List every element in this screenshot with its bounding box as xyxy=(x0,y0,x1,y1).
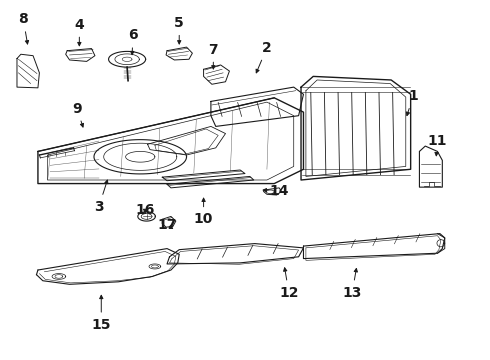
Text: 14: 14 xyxy=(263,184,289,198)
Text: 15: 15 xyxy=(92,295,111,332)
Text: 13: 13 xyxy=(343,269,362,300)
Text: 6: 6 xyxy=(128,28,138,55)
Text: 3: 3 xyxy=(94,180,108,214)
Text: 8: 8 xyxy=(19,12,28,44)
Text: 1: 1 xyxy=(406,89,418,116)
Text: 11: 11 xyxy=(428,134,447,156)
Text: 9: 9 xyxy=(72,102,83,127)
Text: 7: 7 xyxy=(209,42,218,69)
Text: 5: 5 xyxy=(174,16,184,44)
Text: 12: 12 xyxy=(279,268,298,300)
Text: 16: 16 xyxy=(135,203,155,217)
Text: 4: 4 xyxy=(74,18,84,46)
Text: 2: 2 xyxy=(256,41,272,73)
Text: 17: 17 xyxy=(157,218,177,231)
Text: 10: 10 xyxy=(194,198,213,226)
